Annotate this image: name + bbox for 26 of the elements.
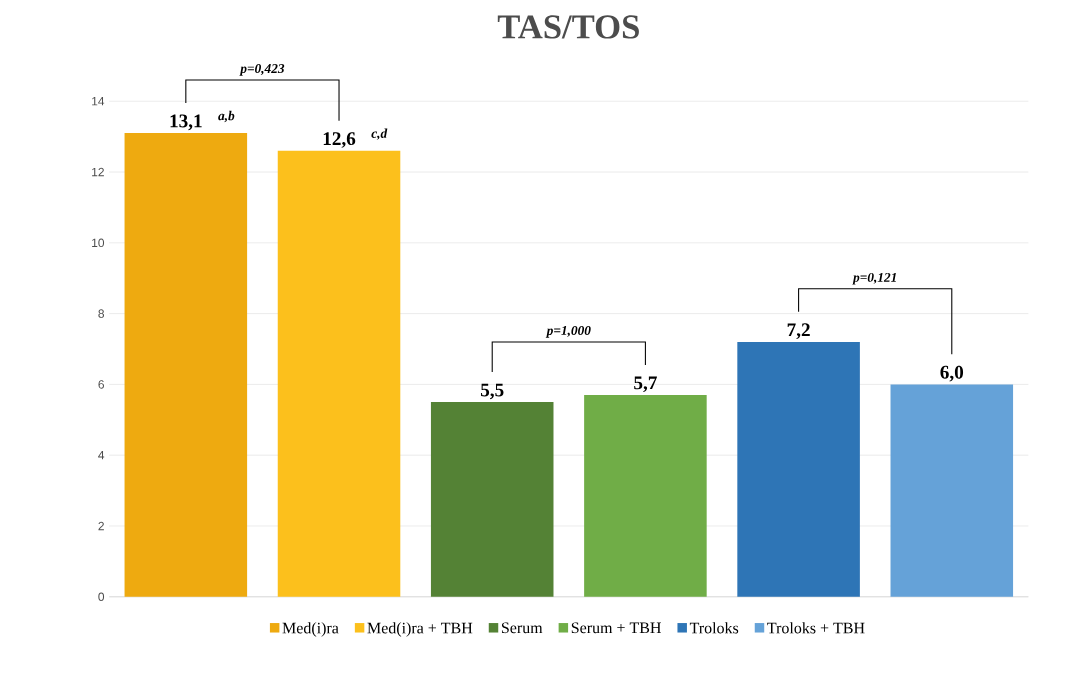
y-tick-label: 0 — [98, 592, 105, 602]
data-label: 6,0 — [940, 365, 964, 382]
legend-label: Serum — [501, 622, 543, 634]
chart-title: TAS/TOS — [497, 15, 639, 39]
data-label: 7,2 — [787, 323, 810, 340]
annotation: p=1,000 — [545, 326, 591, 338]
data-label: 13,1 — [170, 114, 202, 131]
y-tick-label: 6 — [98, 380, 104, 389]
legend-label: Troloks — [689, 622, 739, 634]
y-tick-label: 14 — [92, 97, 105, 106]
y-tick-label: 12 — [92, 167, 104, 177]
y-tick-label: 10 — [92, 238, 105, 248]
y-tick-label: 4 — [98, 451, 105, 460]
legend-label: Serum + TBH — [571, 622, 661, 634]
annotation: p=0,121 — [852, 273, 896, 285]
legend-label: Med(i)ra — [282, 622, 339, 637]
text: p=0,423 — [239, 64, 285, 76]
annotation: a,b — [218, 110, 235, 123]
y-tick-label: 2 — [98, 521, 104, 531]
legend-label: Med(i)ra + TBH — [367, 622, 473, 637]
legend-label: Troloks + TBH — [767, 622, 865, 634]
data-label: 5,5 — [481, 383, 504, 400]
annotation: c,d — [371, 128, 388, 141]
y-tick-label: 8 — [98, 309, 104, 318]
data-label: 5,7 — [634, 376, 657, 393]
data-label: 12,6 — [323, 132, 356, 148]
